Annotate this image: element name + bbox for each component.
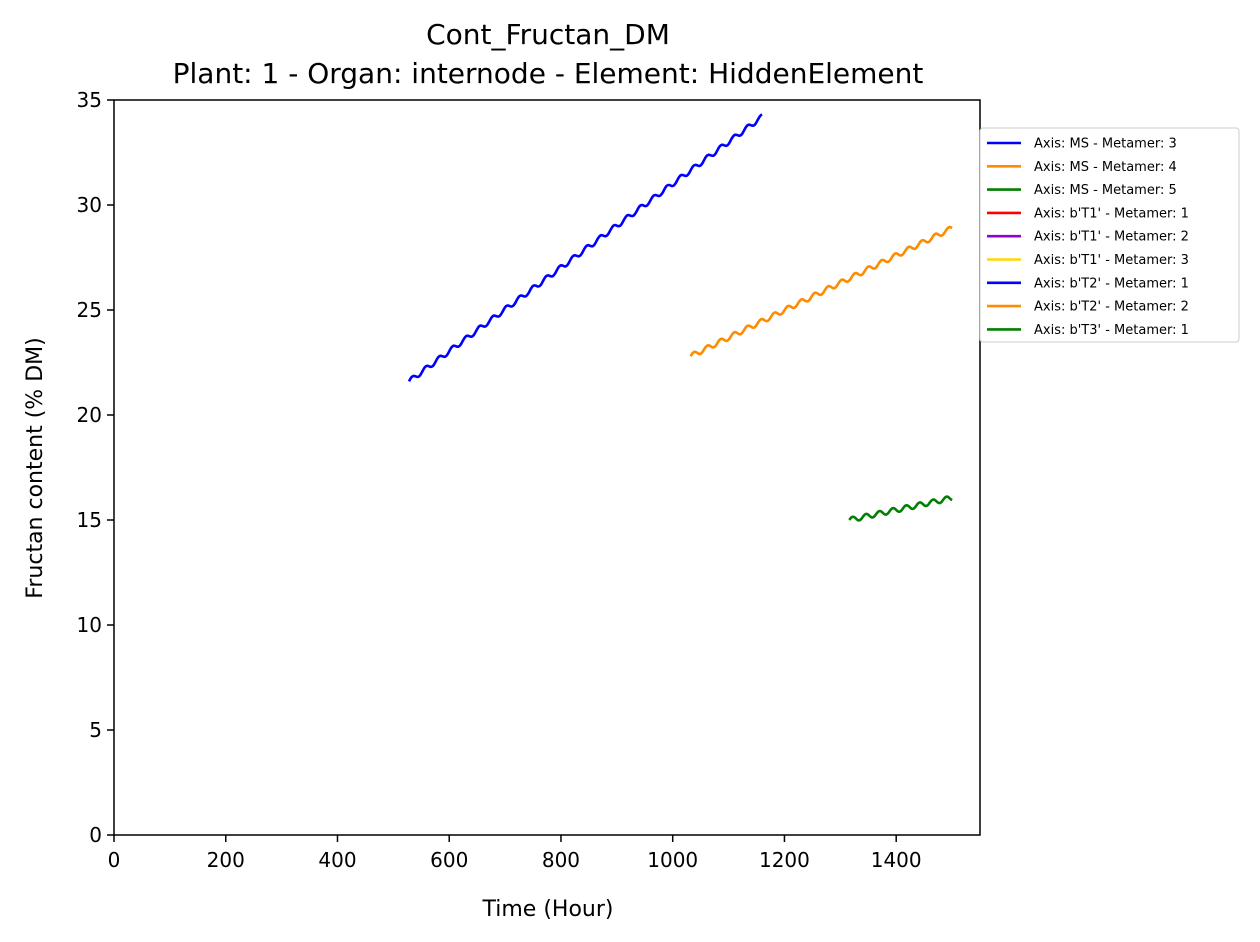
legend: Axis: MS - Metamer: 3 Axis: MS - Metamer:… bbox=[979, 127, 1240, 343]
series-line-2 bbox=[848, 495, 953, 522]
x-tick-label: 0 bbox=[108, 848, 121, 872]
x-tick-label: 1200 bbox=[759, 848, 810, 872]
x-tick-label: 200 bbox=[207, 848, 245, 872]
legend-label: Axis: b'T2' - Metamer: 2 bbox=[1034, 300, 1189, 315]
x-tick-label: 1000 bbox=[647, 848, 698, 872]
x-tick-label: 400 bbox=[318, 848, 356, 872]
legend-label: Axis: b'T1' - Metamer: 3 bbox=[1034, 253, 1189, 268]
x-axis-ticks: 0 200 400 600 800 1000 1200 1400 bbox=[108, 835, 922, 872]
plot-frame bbox=[113, 99, 981, 836]
y-tick-label: 35 bbox=[77, 88, 102, 112]
y-tick-label: 25 bbox=[77, 298, 102, 322]
y-axis-label: Fructan content (% DM) bbox=[23, 337, 48, 598]
x-tick-label: 600 bbox=[430, 848, 468, 872]
x-tick-label: 1400 bbox=[871, 848, 922, 872]
y-tick-label: 30 bbox=[77, 193, 102, 217]
x-axis-label: Time (Hour) bbox=[482, 897, 614, 922]
legend-label: Axis: MS - Metamer: 5 bbox=[1034, 183, 1177, 198]
chart-subtitle: Plant: 1 - Organ: internode - Element: H… bbox=[173, 57, 924, 90]
legend-label: Axis: b'T1' - Metamer: 2 bbox=[1034, 230, 1189, 245]
y-axis-ticks: 0 5 10 15 20 25 30 35 bbox=[77, 88, 114, 847]
x-tick-label: 800 bbox=[542, 848, 580, 872]
series-layer bbox=[407, 113, 953, 522]
legend-box bbox=[979, 127, 1240, 343]
y-tick-label: 0 bbox=[89, 823, 102, 847]
legend-label: Axis: b'T3' - Metamer: 1 bbox=[1034, 323, 1189, 338]
y-tick-label: 15 bbox=[77, 508, 102, 532]
series-line-0 bbox=[407, 113, 763, 383]
legend-label: Axis: b'T2' - Metamer: 1 bbox=[1034, 276, 1189, 291]
legend-label: Axis: MS - Metamer: 3 bbox=[1034, 137, 1177, 152]
y-tick-label: 20 bbox=[77, 403, 102, 427]
y-tick-label: 10 bbox=[77, 613, 102, 637]
legend-label: Axis: MS - Metamer: 4 bbox=[1034, 160, 1177, 175]
series-line-1 bbox=[689, 225, 953, 357]
chart-title: Cont_Fructan_DM bbox=[426, 18, 670, 51]
legend-items: Axis: MS - Metamer: 3 Axis: MS - Metamer:… bbox=[987, 137, 1189, 338]
y-tick-label: 5 bbox=[89, 718, 102, 742]
legend-label: Axis: b'T1' - Metamer: 1 bbox=[1034, 206, 1189, 221]
